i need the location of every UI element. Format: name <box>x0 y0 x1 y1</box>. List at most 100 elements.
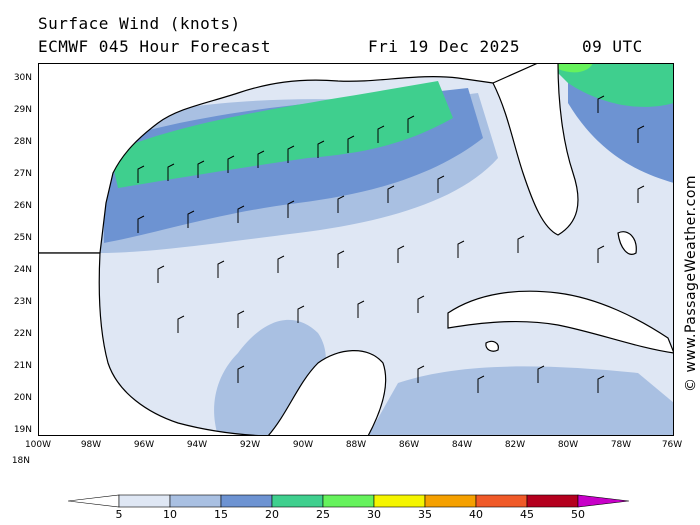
wind-barb <box>227 155 235 173</box>
wind-barb <box>417 365 425 383</box>
lon-label: 84W <box>451 440 473 450</box>
wind-barb <box>337 195 345 213</box>
lon-label: 76W <box>661 440 683 450</box>
band-20kt <box>110 81 453 188</box>
wind-barb <box>237 205 245 223</box>
scale-bin <box>169 494 222 508</box>
lon-label: 98W <box>80 440 102 450</box>
wind-barb <box>597 375 605 393</box>
lon-label: 78W <box>610 440 632 450</box>
wind-barb <box>417 295 425 313</box>
wind-barb <box>237 310 245 328</box>
lon-label: 96W <box>133 440 155 450</box>
chart-title: Surface Wind (knots) <box>38 14 241 33</box>
scale-label: 40 <box>469 508 483 521</box>
wind-map <box>38 63 674 436</box>
lat-label: 28N <box>13 137 32 147</box>
wind-barb <box>637 185 645 203</box>
wind-barb <box>517 235 525 253</box>
wind-barb <box>257 150 265 168</box>
wind-barb <box>237 365 245 383</box>
lon-label: 86W <box>398 440 420 450</box>
wind-barb <box>187 210 195 228</box>
scale-bin <box>271 494 324 508</box>
wind-barb <box>217 260 225 278</box>
land-yucatan <box>267 350 387 436</box>
wind-barb <box>397 245 405 263</box>
land-bahamas <box>617 231 637 255</box>
land-isle-of-youth <box>485 340 499 352</box>
wind-barb <box>357 300 365 318</box>
wind-barbs <box>137 95 645 393</box>
lon-label: 82W <box>504 440 526 450</box>
lat-label: 27N <box>13 169 32 179</box>
wind-barb <box>457 240 465 258</box>
scale-label: 50 <box>571 508 585 521</box>
wind-barb <box>157 265 165 283</box>
land-florida <box>492 63 579 236</box>
lat-label: 29N <box>13 105 32 115</box>
scale-under-triangle <box>68 494 120 508</box>
lat-label: 25N <box>13 233 32 243</box>
scale-bin <box>220 494 273 508</box>
lat-label: 23N <box>13 297 32 307</box>
chart-subtitle: ECMWF 045 Hour Forecast <box>38 37 272 56</box>
wind-barb <box>537 365 545 383</box>
lat-label: 30N <box>13 73 32 83</box>
land-cuba <box>447 290 674 354</box>
map-frame <box>38 63 674 436</box>
scale-label: 45 <box>520 508 534 521</box>
scale-bin <box>373 494 426 508</box>
scale-label: 15 <box>214 508 228 521</box>
wind-barb <box>137 215 145 233</box>
forecast-time: 09 UTC <box>582 37 643 56</box>
wind-barb <box>637 125 645 143</box>
lat-label: 18N <box>11 456 30 466</box>
wind-barb <box>277 255 285 273</box>
wind-barb <box>137 165 145 183</box>
scale-bin <box>118 494 171 508</box>
lon-label: 94W <box>186 440 208 450</box>
wind-barb <box>287 145 295 163</box>
scale-label: 20 <box>265 508 279 521</box>
lon-label: 80W <box>557 440 579 450</box>
scale-label: 25 <box>316 508 330 521</box>
land-mexico <box>38 252 269 436</box>
wind-barb <box>197 160 205 178</box>
scale-bin <box>526 494 579 508</box>
scale-label: 30 <box>367 508 381 521</box>
wind-barb <box>337 250 345 268</box>
lat-label: 21N <box>13 361 32 371</box>
wind-barb <box>317 140 325 158</box>
lat-label: 19N <box>13 425 32 435</box>
lat-label: 20N <box>13 393 32 403</box>
wind-barb <box>477 375 485 393</box>
wind-barb <box>377 125 385 143</box>
scale-label: 10 <box>163 508 177 521</box>
scale-label: 35 <box>418 508 432 521</box>
wind-barb <box>177 315 185 333</box>
wind-barb <box>297 305 305 323</box>
wind-barb <box>387 185 395 203</box>
band-atlantic-20kt <box>548 63 674 107</box>
color-scale <box>68 494 630 508</box>
lon-label: 88W <box>345 440 367 450</box>
scale-label: 5 <box>115 508 123 521</box>
lon-label: 92W <box>239 440 261 450</box>
lon-label: 100W <box>24 440 52 450</box>
scale-bin <box>475 494 528 508</box>
wind-barb <box>167 163 175 181</box>
wind-barb <box>597 245 605 263</box>
lat-label: 22N <box>13 329 32 339</box>
wind-barb <box>597 95 605 113</box>
scale-bin <box>424 494 477 508</box>
lon-label: 90W <box>292 440 314 450</box>
lat-label: 26N <box>13 201 32 211</box>
site-credit: © www.PassageWeather.com <box>683 174 699 392</box>
wind-barb <box>407 115 415 133</box>
lat-label: 24N <box>13 265 32 275</box>
wind-barb <box>437 175 445 193</box>
scale-over-triangle <box>577 494 630 508</box>
wind-barb <box>347 135 355 153</box>
scale-bin <box>322 494 375 508</box>
